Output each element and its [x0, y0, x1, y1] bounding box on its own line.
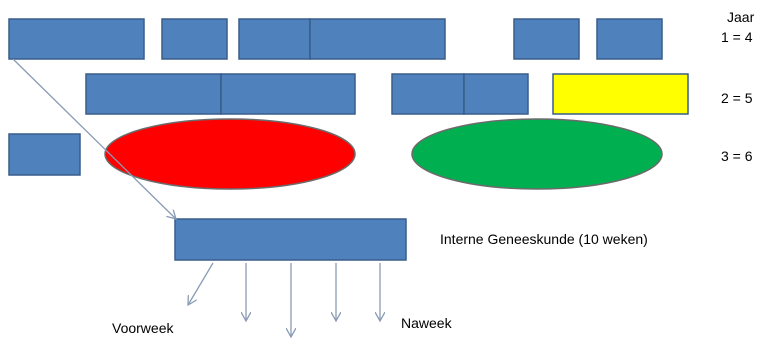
expand-arrow [12, 58, 176, 219]
interne-geneeskunde-label: Interne Geneeskunde (10 weken) [440, 231, 648, 247]
year2-block-4 [463, 73, 529, 115]
week-arrow-1 [188, 262, 214, 305]
year2-block-2 [220, 73, 356, 115]
year2-block-1 [85, 73, 222, 115]
naweek-label: Naweek [401, 315, 452, 331]
year1-label: 1 = 4 [721, 29, 753, 45]
voorweek-label: Voorweek [112, 320, 174, 336]
year2-label: 2 = 5 [721, 90, 753, 106]
green-ellipse [411, 118, 663, 190]
year2-block-3 [391, 73, 465, 115]
red-ellipse [104, 118, 356, 190]
year1-block-1 [8, 18, 145, 60]
year3-label: 3 = 6 [721, 148, 753, 164]
year2-highlight-block [552, 73, 689, 115]
interne-geneeskunde-block [174, 218, 407, 261]
year3-block-1 [8, 133, 81, 176]
year1-block-6 [596, 18, 663, 60]
jaar-label: Jaar [727, 9, 755, 25]
year1-block-5 [513, 18, 580, 60]
year1-block-4 [309, 18, 446, 60]
year1-block-3 [238, 18, 311, 60]
year1-block-2 [161, 18, 228, 60]
